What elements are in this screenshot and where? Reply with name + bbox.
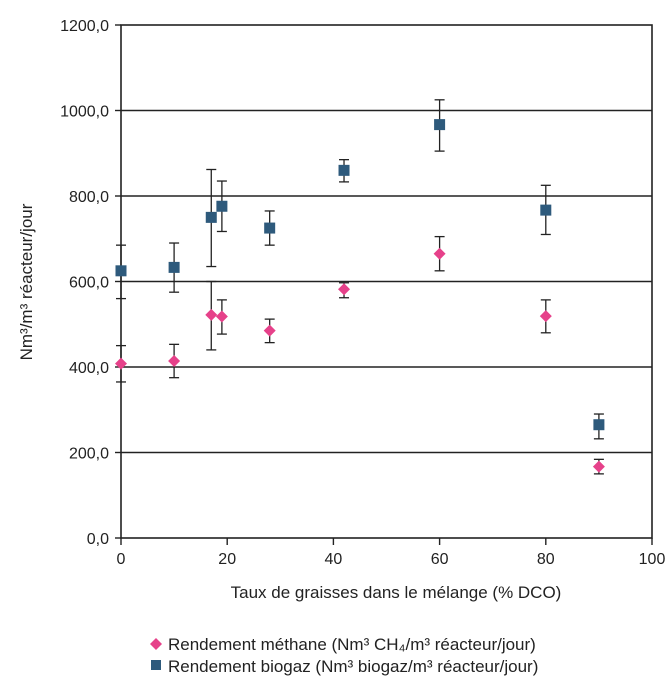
data-point-diamond bbox=[433, 247, 446, 260]
y-tick-label: 400,0 bbox=[69, 360, 109, 377]
x-tick-label: 20 bbox=[218, 551, 236, 568]
x-tick-label: 60 bbox=[431, 551, 449, 568]
legend-item-biogaz: Rendement biogaz (Nm³ biogaz/m³ réacteur… bbox=[151, 657, 538, 676]
y-axis-ticks: 0,0 200,0 400,0 600,0 800,0 1000,0 1200,0 bbox=[60, 18, 121, 548]
data-point-square bbox=[338, 164, 350, 176]
data-point-square bbox=[593, 419, 605, 431]
y-tick-label: 600,0 bbox=[69, 275, 109, 292]
y-axis-title: Nm³/m³ réacteur/jour bbox=[17, 203, 36, 360]
data-point-square bbox=[205, 211, 217, 223]
y-tick-label: 1200,0 bbox=[60, 18, 109, 35]
data-marks bbox=[115, 99, 605, 475]
data-point-diamond bbox=[592, 460, 605, 473]
data-point-diamond bbox=[168, 355, 181, 368]
series-biogaz bbox=[115, 99, 605, 440]
series-methane bbox=[115, 235, 605, 475]
data-point-diamond bbox=[539, 310, 552, 323]
y-tick-label: 1000,0 bbox=[60, 104, 109, 121]
data-point-square bbox=[264, 222, 276, 234]
data-point-square bbox=[540, 204, 552, 216]
data-point-diamond bbox=[205, 308, 218, 321]
x-tick-label: 0 bbox=[117, 551, 126, 568]
y-tick-label: 800,0 bbox=[69, 189, 109, 206]
y-tick-label: 200,0 bbox=[69, 446, 109, 463]
legend-label-methane: Rendement méthane (Nm³ CH₄/m³ réacteur/j… bbox=[168, 635, 536, 654]
data-point-square bbox=[168, 261, 180, 273]
legend-item-methane: Rendement méthane (Nm³ CH₄/m³ réacteur/j… bbox=[150, 635, 536, 654]
x-axis-ticks: 0 20 40 60 80 100 bbox=[117, 538, 666, 568]
gridlines bbox=[121, 109, 652, 454]
y-tick-label: 0,0 bbox=[87, 531, 109, 548]
data-point-square bbox=[434, 119, 446, 131]
legend-marker-square bbox=[151, 660, 161, 670]
x-tick-label: 40 bbox=[325, 551, 343, 568]
legend-marker-diamond bbox=[150, 638, 162, 650]
data-point-square bbox=[216, 200, 228, 212]
data-point-diamond bbox=[215, 310, 228, 323]
data-point-diamond bbox=[263, 324, 276, 337]
data-point-square bbox=[115, 265, 127, 277]
x-tick-label: 80 bbox=[537, 551, 555, 568]
x-tick-label: 100 bbox=[639, 551, 666, 568]
data-point-diamond bbox=[338, 283, 351, 296]
x-axis-title: Taux de graisses dans le mélange (% DCO) bbox=[231, 583, 562, 602]
legend: Rendement méthane (Nm³ CH₄/m³ réacteur/j… bbox=[150, 635, 538, 676]
legend-label-biogaz: Rendement biogaz (Nm³ biogaz/m³ réacteur… bbox=[168, 657, 538, 676]
data-point-diamond bbox=[115, 357, 127, 370]
